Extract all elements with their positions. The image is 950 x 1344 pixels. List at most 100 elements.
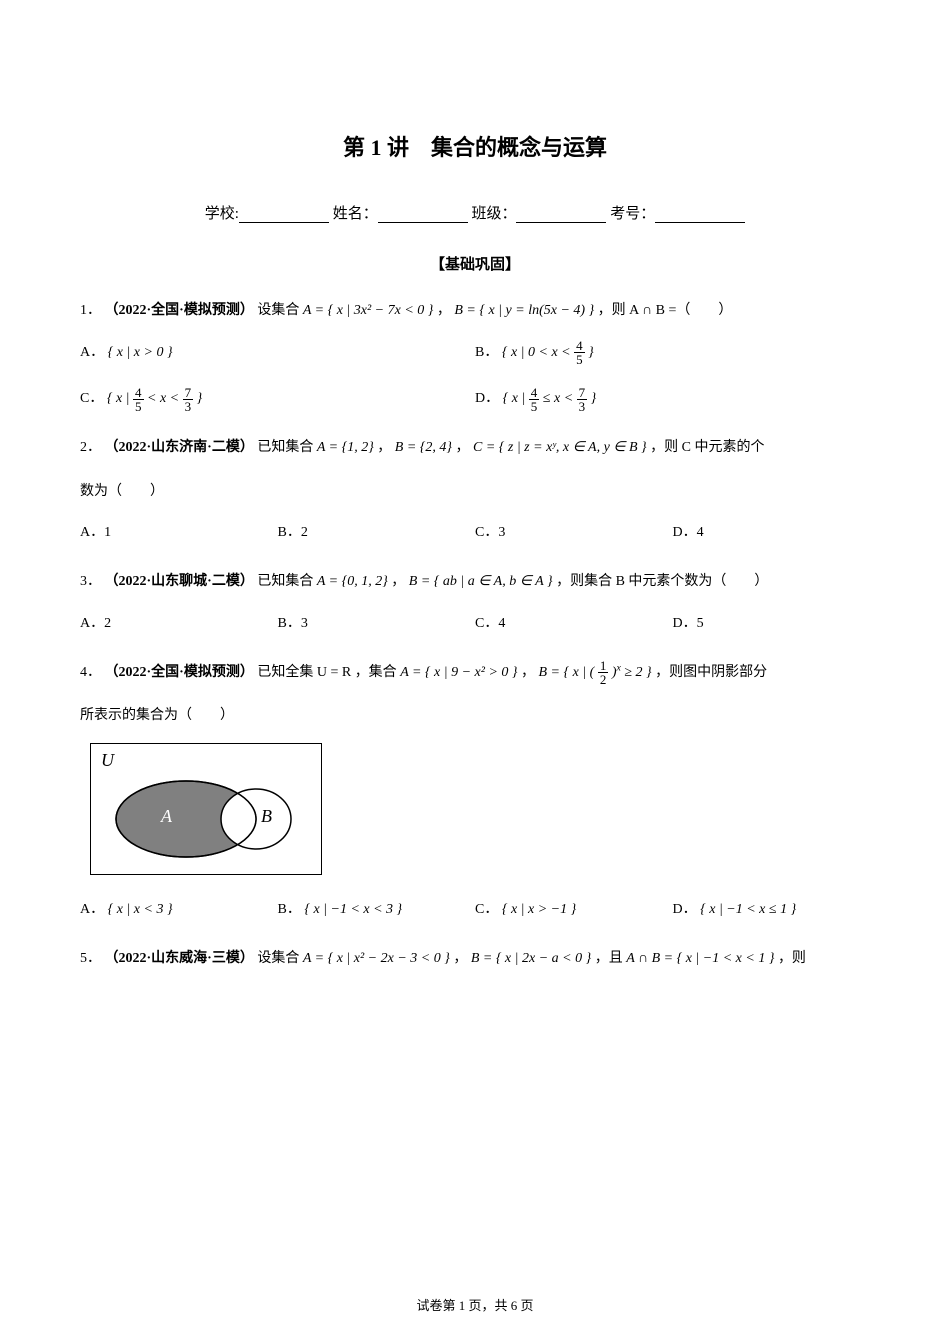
school-label: 学校: bbox=[205, 206, 239, 222]
q1-options-row1: A． { x | x > 0 } B． { x | 0 < x < 45 } bbox=[80, 338, 870, 369]
q1-c-label: C． bbox=[80, 391, 103, 406]
q5-sep2: ，且 bbox=[595, 951, 627, 966]
q4-b-den: 2 bbox=[598, 673, 609, 686]
q1-a-text: { x | x > 0 } bbox=[108, 345, 173, 360]
page-title: 第 1 讲 集合的概念与运算 bbox=[80, 130, 870, 162]
q1-d-f2n: 7 bbox=[577, 386, 588, 400]
question-3: 3． （2022·山东聊城·二模） 已知集合 A = {0, 1, 2} ， B… bbox=[80, 565, 870, 599]
q1-d-f1n: 4 bbox=[529, 386, 540, 400]
q1-b-pre: { x | 0 < x < bbox=[502, 345, 574, 360]
q1-sep1: ， bbox=[437, 303, 451, 318]
question-4: 4． （2022·全国·模拟预测） 已知全集 U = R ，集合 A = { x… bbox=[80, 656, 870, 690]
q2-set-a: A = {1, 2} bbox=[317, 440, 374, 455]
q1-option-a[interactable]: A． { x | x > 0 } bbox=[80, 338, 475, 369]
q5-cond: A ∩ B = { x | −1 < x < 1 } bbox=[626, 951, 774, 966]
question-1: 1． （2022·全国·模拟预测） 设集合 A = { x | 3x² − 7x… bbox=[80, 294, 870, 328]
q4-sep2: ， bbox=[521, 665, 535, 680]
q2-set-b: B = {2, 4} bbox=[395, 440, 452, 455]
q4-U: U = R bbox=[317, 665, 351, 680]
q4-d-text: { x | −1 < x ≤ 1 } bbox=[700, 902, 796, 917]
q3-sep1: ， bbox=[391, 574, 405, 589]
q5-set-a: A = { x | x² − 2x − 3 < 0 } bbox=[303, 951, 450, 966]
q4-set-a: A = { x | 9 − x² > 0 } bbox=[400, 665, 517, 680]
q2-sep1: ， bbox=[377, 440, 391, 455]
q5-stem-pre: 设集合 bbox=[257, 951, 303, 966]
class-blank[interactable] bbox=[516, 207, 606, 223]
q1-options-row2: C． { x | 45 < x < 73 } D． { x | 45 ≤ x <… bbox=[80, 384, 870, 415]
q1-d-mid: ≤ x < bbox=[539, 391, 576, 406]
q3-option-a[interactable]: A．2 bbox=[80, 609, 278, 640]
q1-stem-pre: 设集合 bbox=[257, 303, 303, 318]
q3-option-b[interactable]: B．3 bbox=[278, 609, 476, 640]
q1-b-label: B． bbox=[475, 345, 498, 360]
venn-b-label: B bbox=[261, 806, 272, 827]
q4-b-label: B． bbox=[278, 902, 301, 917]
q2-option-a[interactable]: A．1 bbox=[80, 518, 278, 549]
q4-c-label: C． bbox=[475, 902, 498, 917]
q2-option-d[interactable]: D．4 bbox=[673, 518, 871, 549]
q2-stem-line2: 数为（ ） bbox=[80, 475, 870, 509]
venn-diagram: U A B bbox=[90, 743, 322, 875]
q3-number: 3． bbox=[80, 574, 101, 589]
student-info-row: 学校: 姓名： 班级： 考号： bbox=[80, 202, 870, 223]
q1-set-b: B = { x | y = ln(5x − 4) } bbox=[454, 303, 594, 318]
q3-stem-post: ，则集合 B 中元素个数为（ ） bbox=[556, 574, 768, 589]
q1-d-f2d: 3 bbox=[577, 400, 588, 413]
q3-set-a: A = {0, 1, 2} bbox=[317, 574, 388, 589]
q4-source: （2022·全国·模拟预测） bbox=[105, 665, 254, 680]
q4-set-b-mid: ) bbox=[608, 665, 616, 680]
venn-svg bbox=[91, 744, 321, 874]
q3-stem-pre: 已知集合 bbox=[257, 574, 317, 589]
q1-option-b[interactable]: B． { x | 0 < x < 45 } bbox=[475, 338, 870, 369]
q3-set-b: B = { ab | a ∈ A, b ∈ A } bbox=[409, 574, 553, 589]
q4-option-c[interactable]: C． { x | x > −1 } bbox=[475, 895, 673, 926]
q4-b-num: 1 bbox=[598, 659, 609, 673]
q1-c-f1d: 5 bbox=[133, 400, 144, 413]
name-blank[interactable] bbox=[378, 207, 468, 223]
venn-u-label: U bbox=[101, 750, 114, 771]
q1-b-num: 4 bbox=[574, 339, 585, 353]
q1-c-f1n: 4 bbox=[133, 386, 144, 400]
q1-d-pre: { x | bbox=[503, 391, 529, 406]
q2-number: 2． bbox=[80, 440, 101, 455]
question-5: 5． （2022·山东威海·三模） 设集合 A = { x | x² − 2x … bbox=[80, 942, 870, 976]
q1-option-c[interactable]: C． { x | 45 < x < 73 } bbox=[80, 384, 475, 415]
q2-option-b[interactable]: B．2 bbox=[278, 518, 476, 549]
q1-number: 1． bbox=[80, 303, 101, 318]
q3-option-c[interactable]: C．4 bbox=[475, 609, 673, 640]
q1-c-post: } bbox=[193, 391, 202, 406]
q5-set-b: B = { x | 2x − a < 0 } bbox=[471, 951, 591, 966]
id-label: 考号： bbox=[610, 206, 655, 222]
q4-option-d[interactable]: D． { x | −1 < x ≤ 1 } bbox=[673, 895, 871, 926]
q2-option-c[interactable]: C．3 bbox=[475, 518, 673, 549]
q2-set-c: C = { z | z = xʸ, x ∈ A, y ∈ B } bbox=[473, 440, 647, 455]
q5-sep1: ， bbox=[453, 951, 467, 966]
q1-d-f1d: 5 bbox=[529, 400, 540, 413]
q1-c-f2n: 7 bbox=[183, 386, 194, 400]
q4-number: 4． bbox=[80, 665, 101, 680]
q1-stem-post: ，则 A ∩ B =（ ） bbox=[598, 303, 733, 318]
name-label: 姓名： bbox=[333, 206, 378, 222]
q1-option-d[interactable]: D． { x | 45 ≤ x < 73 } bbox=[475, 384, 870, 415]
q1-d-label: D． bbox=[475, 391, 499, 406]
venn-a-label: A bbox=[161, 806, 172, 827]
q1-c-pre: { x | bbox=[107, 391, 133, 406]
q1-b-post: } bbox=[585, 345, 594, 360]
q1-d-post: } bbox=[587, 391, 596, 406]
q1-a-label: A． bbox=[80, 345, 104, 360]
q4-set-b-pre: B = { x | ( bbox=[539, 665, 598, 680]
q2-options: A．1 B．2 C．3 D．4 bbox=[80, 518, 870, 549]
q3-option-d[interactable]: D．5 bbox=[673, 609, 871, 640]
q3-source: （2022·山东聊城·二模） bbox=[105, 574, 254, 589]
q4-a-text: { x | x < 3 } bbox=[108, 902, 173, 917]
school-blank[interactable] bbox=[239, 207, 329, 223]
q4-option-b[interactable]: B． { x | −1 < x < 3 } bbox=[278, 895, 476, 926]
q1-c-mid: < x < bbox=[144, 391, 183, 406]
id-blank[interactable] bbox=[655, 207, 745, 223]
q5-source: （2022·山东威海·三模） bbox=[105, 951, 254, 966]
q5-stem-post: ，则 bbox=[778, 951, 806, 966]
page-footer: 试卷第 1 页，共 6 页 bbox=[0, 1295, 950, 1314]
q4-option-a[interactable]: A． { x | x < 3 } bbox=[80, 895, 278, 926]
q5-number: 5． bbox=[80, 951, 101, 966]
q4-stem-line2: 所表示的集合为（ ） bbox=[80, 699, 870, 733]
